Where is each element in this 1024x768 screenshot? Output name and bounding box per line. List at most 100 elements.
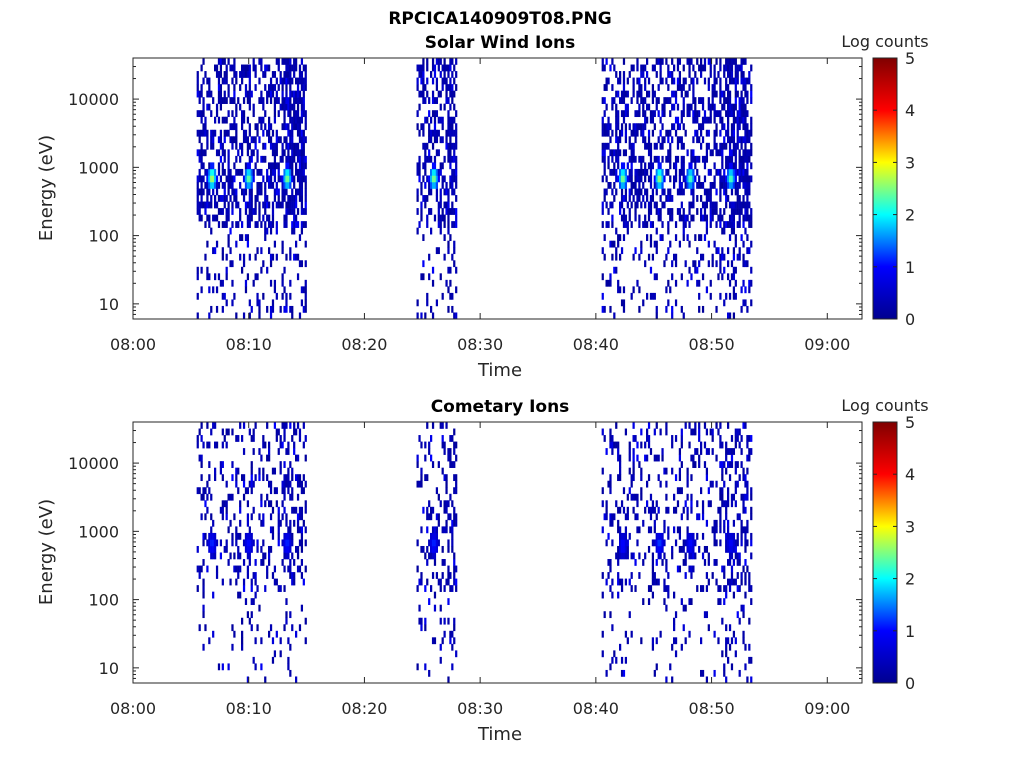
spectrogram-cell [293,142,296,150]
spectrogram-cell [748,435,751,442]
spectrogram-cell [732,519,736,527]
spectrogram-cell [630,474,633,482]
spectrogram-cell [725,624,728,632]
spectrogram-cell [730,435,734,442]
spectrogram-cell [266,201,269,209]
spectrogram-cell [202,103,205,111]
spectrogram-cell [241,221,244,228]
spectrogram-cell [217,84,221,91]
spectrogram-cell [443,617,446,625]
spectrogram-cell [676,142,680,150]
spectrogram-cell [451,97,454,104]
spectrogram-cell [732,493,736,501]
spectrogram-cell [709,188,712,196]
spectrogram-cell [258,188,261,196]
spectrogram-cell [202,97,205,104]
spectrogram-cell [663,552,666,560]
spectrogram-cell [705,611,709,619]
spectrogram-cell [235,480,238,488]
spectrogram-cell [688,422,691,429]
spectrogram-cell [653,292,656,300]
spectrogram-cell [744,214,747,222]
spectrogram-cell [416,84,419,91]
spectrogram-cell [219,175,223,183]
spectrogram-cell [285,611,288,619]
spectrogram-cell [692,552,695,560]
spectrogram-cell [647,90,651,98]
spectrogram-cell [304,221,307,228]
spectrogram-cell [289,539,292,547]
spectrogram-cell [451,168,454,176]
spectrogram-cell [696,247,699,255]
spectrogram-cell [730,162,734,170]
spectrogram-cell [215,565,219,573]
spectrogram-cell [453,519,456,527]
spectrogram-cell [700,195,703,202]
spectrogram-cell [244,64,248,72]
spectrogram-cell [210,428,213,436]
spectrogram-cell [202,591,205,599]
spectrogram-cell [418,435,421,442]
spectrogram-cell [676,58,680,65]
spectrogram-cell [607,572,610,579]
spectrogram-cell [717,110,720,118]
spectrogram-cell [619,461,622,468]
spectrogram-cell [647,598,651,605]
colorbar-label: Log counts [841,32,928,51]
spectrogram-cell [692,116,695,124]
spectrogram-cell [651,643,655,651]
spectrogram-cell [422,123,425,131]
spectrogram-cell [725,129,728,137]
spectrogram-cell [692,260,695,268]
spectrogram-cell [229,552,232,560]
spectrogram-cell [678,123,682,131]
spectrogram-cell [661,221,664,228]
spectrogram-cell [736,136,739,144]
spectrogram-cell [279,155,282,163]
spectrogram-cell [200,84,203,91]
spectrogram-cell [690,572,693,579]
spectrogram-cell [723,253,726,261]
spectrogram-cell [287,97,290,104]
spectrogram-cell [291,142,294,150]
spectrogram-cell [707,195,710,202]
spectrogram-cell [640,155,643,163]
spectrogram-cell [713,208,716,215]
spectrogram-cell [717,247,720,255]
spectrogram-cell [293,422,296,429]
spectrogram-cell [661,58,664,65]
spectrogram-cell [727,247,730,255]
spectrogram-cell [640,188,643,196]
spectrogram-cell [624,513,628,521]
spectrogram-cell [449,58,452,65]
spectrogram-cell [281,84,284,91]
spectrogram-cell [233,123,236,131]
spectrogram-cell [750,676,753,684]
spectrogram-cell [447,201,450,209]
spectrogram-cell [730,260,734,268]
spectrogram-cell [632,454,635,462]
spectrogram-cell [443,188,446,196]
spectrogram-cell [632,467,635,475]
spectrogram-cell [696,181,699,189]
spectrogram-cell [223,155,226,163]
spectrogram-cell [682,97,685,104]
spectrogram-cell [701,116,705,124]
spectrogram-cell [285,155,288,163]
spectrogram-cell [244,175,248,183]
spectrogram-cell [684,539,687,547]
spectrogram-cell [715,526,718,534]
spectrogram-cell [204,149,207,157]
spectrogram-cell [455,195,458,202]
spectrogram-cell [744,208,747,215]
spectrogram-cell [196,110,199,118]
spectrogram-cell [285,64,288,72]
spectrogram-cell [667,208,670,215]
spectrogram-cell [221,208,224,215]
spectrogram-cell [435,58,439,65]
spectrogram-cell [601,116,604,124]
spectrogram-cell [636,500,639,508]
spectrogram-cell [694,422,697,429]
spectrogram-cell [694,234,697,241]
spectrogram-cell [651,90,655,98]
